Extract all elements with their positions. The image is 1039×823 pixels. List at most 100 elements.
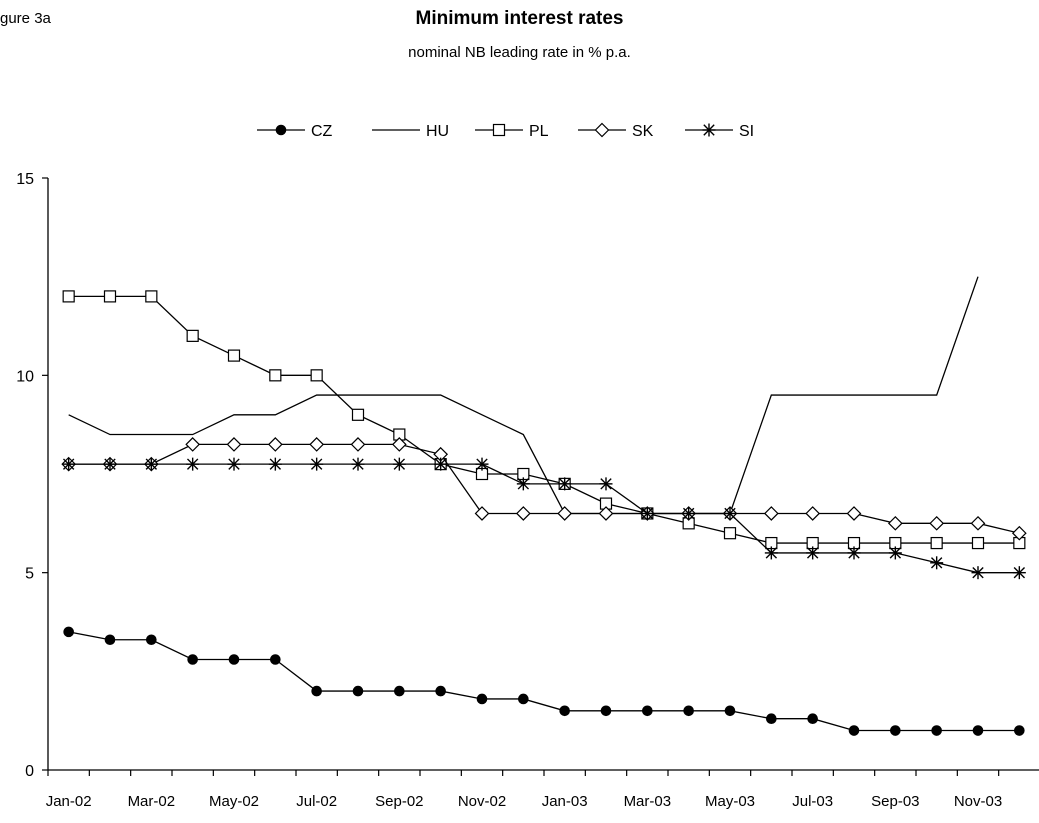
asterisk-stroke xyxy=(62,458,75,470)
series-si xyxy=(62,457,1026,580)
data-point-si xyxy=(640,506,654,520)
series-line-hu xyxy=(68,276,979,515)
data-point-sk xyxy=(267,437,283,452)
data-point-pl xyxy=(930,536,943,550)
x-tick-label: Nov-02 xyxy=(458,793,506,810)
asterisk-stroke xyxy=(393,458,406,470)
x-tick-label: Sep-02 xyxy=(375,793,423,810)
asterisk-stroke xyxy=(104,458,116,470)
legend-item-sk: SK xyxy=(578,122,654,140)
data-point-si xyxy=(971,566,985,580)
legend-item-si: SI xyxy=(685,123,754,140)
data-point-pl xyxy=(269,369,282,382)
series-line-si xyxy=(68,463,1020,574)
y-tick-label: 10 xyxy=(16,368,34,385)
data-point-sk xyxy=(226,437,242,452)
data-point-si xyxy=(847,546,861,560)
x-tick-label: Mar-03 xyxy=(624,793,672,810)
legend-item-pl: PL xyxy=(475,123,549,140)
x-tick-label: Jan-02 xyxy=(46,793,92,810)
asterisk-stroke xyxy=(476,458,488,470)
legend-label-si: SI xyxy=(739,123,754,140)
data-point-si xyxy=(599,477,613,491)
data-point-cz xyxy=(311,685,322,697)
data-point-sk xyxy=(846,506,862,521)
series-line-cz xyxy=(68,631,1020,732)
asterisk-stroke xyxy=(600,478,612,490)
asterisk-stroke xyxy=(889,547,902,559)
data-point-pl xyxy=(145,290,158,303)
legend-marker-pl xyxy=(492,123,506,137)
series-line-pl xyxy=(68,295,1020,544)
data-point-sk xyxy=(805,506,821,521)
asterisk-stroke xyxy=(972,566,984,579)
y-tick-label: 5 xyxy=(25,566,34,583)
data-point-cz xyxy=(1014,725,1025,736)
y-tick-label: 0 xyxy=(25,763,34,780)
data-point-si xyxy=(144,457,158,471)
data-point-cz xyxy=(435,685,446,697)
x-tick-label: May-02 xyxy=(209,793,259,810)
series-cz xyxy=(63,626,1025,736)
figure-label: gure 3a xyxy=(0,10,51,27)
series-pl xyxy=(62,290,1026,550)
data-point-cz xyxy=(104,634,116,646)
data-point-si xyxy=(1012,566,1026,580)
data-point-cz xyxy=(352,685,364,697)
asterisk-stroke xyxy=(1013,566,1026,579)
legend: CZ HU PL SK SI xyxy=(257,122,754,140)
legend-label-pl: PL xyxy=(529,123,549,140)
asterisk-stroke xyxy=(641,507,654,520)
x-tick-label: Jul-03 xyxy=(792,793,833,810)
asterisk-stroke xyxy=(186,458,199,470)
data-point-pl xyxy=(62,290,75,303)
data-point-cz xyxy=(146,634,157,646)
data-point-si xyxy=(723,506,737,520)
data-point-pl xyxy=(310,369,323,382)
data-point-si xyxy=(392,457,406,471)
data-point-sk xyxy=(598,506,614,521)
data-point-cz xyxy=(476,693,488,705)
x-tick-label: May-03 xyxy=(705,793,755,810)
data-point-si xyxy=(558,477,572,491)
data-point-pl xyxy=(103,290,117,303)
data-point-sk xyxy=(391,437,407,452)
asterisk-stroke xyxy=(228,458,240,470)
data-point-cz xyxy=(683,705,694,717)
asterisk-stroke xyxy=(806,547,819,559)
legend-item-hu: HU xyxy=(372,123,449,140)
data-point-sk xyxy=(185,437,201,452)
x-tick-label: Sep-03 xyxy=(871,793,919,810)
data-point-cz xyxy=(600,705,612,717)
asterisk-stroke xyxy=(352,458,364,470)
asterisk-stroke xyxy=(517,478,530,490)
data-point-cz xyxy=(394,685,405,697)
data-point-sk xyxy=(474,506,490,521)
data-point-cz xyxy=(724,705,736,717)
data-point-cz xyxy=(270,654,281,665)
asterisk-stroke xyxy=(724,507,736,520)
data-point-sk xyxy=(350,437,366,452)
series-line-sk xyxy=(68,443,1020,534)
asterisk-stroke xyxy=(558,478,571,490)
data-point-si xyxy=(516,477,530,491)
data-point-cz xyxy=(642,705,653,717)
data-point-cz xyxy=(766,713,777,724)
data-point-si xyxy=(475,457,489,471)
y-tick-label: 15 xyxy=(16,171,34,188)
asterisk-stroke xyxy=(930,557,943,569)
x-tick-label: Jul-02 xyxy=(296,793,337,810)
data-point-sk xyxy=(887,515,903,531)
data-point-si xyxy=(103,457,117,471)
data-point-cz xyxy=(931,725,942,736)
asterisk-stroke xyxy=(434,458,447,470)
legend-label-hu: HU xyxy=(426,123,449,140)
series-hu xyxy=(68,276,979,515)
data-point-si xyxy=(806,546,820,560)
data-point-cz xyxy=(228,654,240,665)
legend-marker-si xyxy=(702,123,716,137)
data-point-si xyxy=(268,457,282,471)
asterisk-stroke xyxy=(848,547,860,559)
data-point-cz xyxy=(848,725,860,736)
